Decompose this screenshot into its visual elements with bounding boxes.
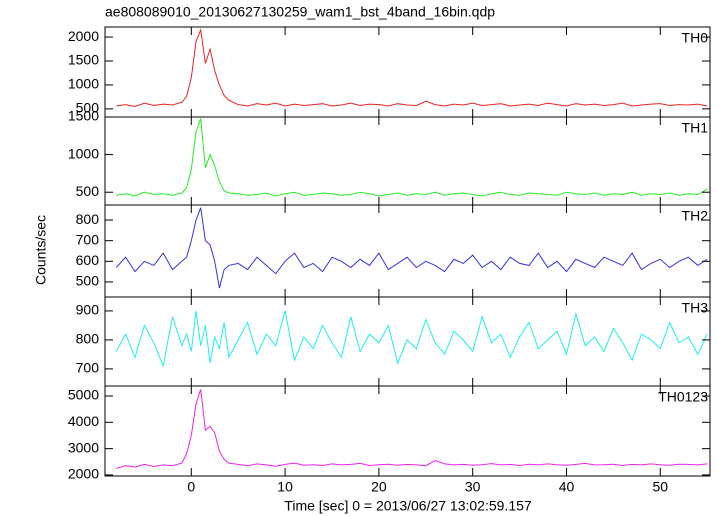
panel-frame — [104, 116, 711, 206]
y-tick-label: 1000 — [68, 76, 99, 92]
panel-frame — [104, 204, 711, 298]
y-tick-label: 4000 — [68, 413, 99, 429]
y-tick-label: 500 — [76, 273, 100, 289]
y-tick-label: 700 — [76, 360, 100, 376]
x-tick-label: 10 — [277, 479, 293, 495]
y-tick-label: 800 — [76, 211, 100, 227]
x-tick-label: 20 — [371, 479, 387, 495]
light-curve — [115, 310, 708, 368]
y-tick-label: 600 — [76, 252, 100, 268]
x-tick-label: 30 — [465, 479, 481, 495]
light-curve — [116, 389, 708, 469]
x-tick-label: 0 — [187, 479, 195, 495]
panel-frame — [104, 296, 711, 387]
panel-label: TH1 — [682, 120, 709, 136]
y-tick-label: 700 — [76, 231, 100, 247]
y-tick-label: 1500 — [68, 108, 99, 124]
light-curve — [116, 118, 708, 197]
x-axis-label: Time [sec] 0 = 2013/06/27 13:02:59.157 — [284, 498, 532, 514]
x-tick-label: 40 — [559, 479, 575, 495]
y-axis-label: Counts/sec — [33, 215, 49, 285]
x-tick-label: 50 — [652, 479, 668, 495]
y-tick-label: 1500 — [68, 52, 99, 68]
y-tick-label: 900 — [76, 302, 100, 318]
panel-frame — [104, 385, 711, 477]
y-tick-label: 2000 — [68, 466, 99, 482]
y-tick-label: 5000 — [68, 387, 99, 403]
panel-label: TH2 — [682, 208, 709, 224]
panel-label: TH0123 — [658, 389, 708, 405]
light-curve — [115, 207, 708, 289]
light-curve — [116, 27, 708, 108]
y-tick-label: 500 — [76, 100, 100, 116]
y-tick-label: 2000 — [68, 28, 99, 44]
y-tick-label: 500 — [76, 183, 100, 199]
y-tick-label: 1000 — [68, 145, 99, 161]
y-tick-label: 3000 — [68, 439, 99, 455]
panel-label: TH0 — [682, 30, 709, 46]
panel-label: TH3 — [682, 300, 709, 316]
y-tick-label: 800 — [76, 331, 100, 347]
chart-title: ae808089010_20130627130259_wam1_bst_4ban… — [105, 4, 495, 20]
